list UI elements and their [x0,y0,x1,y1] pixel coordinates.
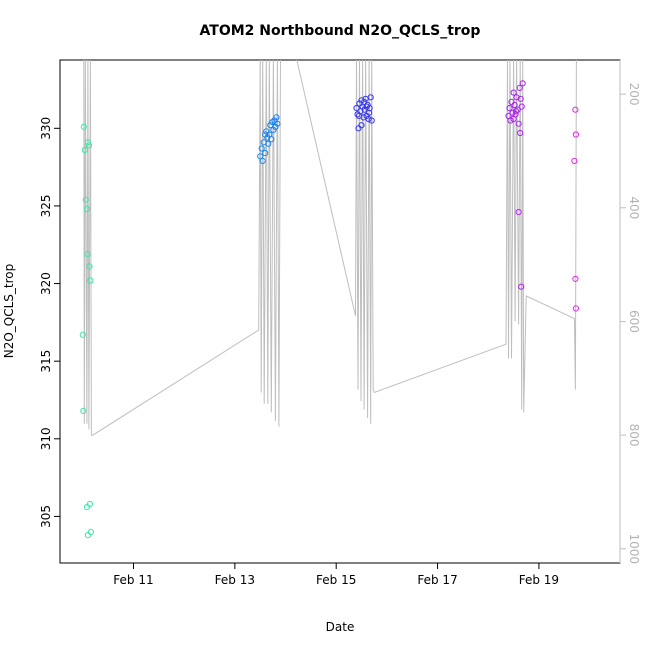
data-point [79,331,86,338]
data-point [86,263,93,270]
y-axis-label: N2O_QCLS_trop [2,264,16,359]
data-point [361,98,368,106]
y-tick-label: 325 [39,194,53,217]
data-point [572,106,579,113]
y-tick-label: 305 [39,505,53,528]
data-point [367,94,374,101]
data-point [83,205,91,213]
x-tick-label: Feb 19 [519,573,559,587]
data-point [353,105,360,112]
plot-frame [59,59,621,564]
data-point [84,532,92,539]
data-point [571,157,578,164]
data-point [84,251,91,258]
data-point [270,126,277,133]
right-y-tick-label: 800 [627,424,641,447]
data-point [363,103,370,110]
x-tick-label: Feb 15 [316,573,356,587]
data-point [365,115,372,123]
data-point [508,98,515,106]
data-point [262,150,269,157]
y-axis: 305 310 315 320 325 330 [39,117,60,528]
chart-title: ATOM2 Northbound N2O_QCLS_trop [200,23,481,39]
data-point [80,123,87,130]
data-point [506,105,513,112]
data-point [510,89,517,96]
y-tick-label: 315 [39,350,53,373]
data-point [515,209,522,216]
data-point [572,275,579,282]
right-y-tick-label: 600 [627,310,641,333]
data-point [272,123,279,130]
data-point [358,122,365,129]
data-point [86,500,94,508]
data-point [518,283,525,290]
data-point [258,145,265,152]
data-point [513,94,520,101]
y-tick-label: 320 [39,272,53,295]
y-tick-label: 310 [39,427,53,450]
data-point [257,153,264,160]
data-point [507,117,514,124]
data-point [518,103,525,110]
data-point [509,109,516,116]
x-axis: Feb 11 Feb 13 Feb 15 Feb 17 Feb 19 [113,563,559,587]
data-point [513,108,520,115]
right-y-tick-label: 200 [627,83,641,106]
right-y-axis: 200 400 600 800 1000 [619,60,641,565]
data-point [516,84,523,92]
x-axis-label: Date [326,620,355,634]
data-point [368,117,375,124]
data-point [83,504,91,511]
pressure-line-layer [83,60,577,436]
data-point [355,112,363,120]
data-point [262,131,269,138]
data-point [82,196,89,203]
right-y-tick-label: 400 [627,196,641,219]
right-y-tick-label: 1000 [627,534,641,565]
x-tick-label: Feb 13 [215,573,255,587]
data-point [517,129,524,137]
data-point [265,140,272,147]
data-point [84,139,92,146]
data-point [519,80,526,87]
data-point [273,114,280,121]
data-point [511,101,518,109]
points-layer [79,80,580,539]
data-point [87,277,94,284]
data-point [87,528,95,536]
data-point [514,106,521,113]
data-point [572,305,580,312]
data-point [510,115,517,123]
data-point [80,407,87,414]
data-point [366,109,373,116]
x-tick-label: Feb 17 [417,573,457,587]
data-point [81,146,88,154]
data-point [259,157,266,164]
data-point [517,95,524,102]
data-point [274,120,281,127]
data-point [268,136,275,143]
pressure-line [83,60,577,436]
x-tick-label: Feb 11 [113,573,153,587]
data-point [515,120,522,127]
data-point [572,131,580,138]
y-tick-label: 330 [39,117,53,140]
data-point [85,142,93,149]
